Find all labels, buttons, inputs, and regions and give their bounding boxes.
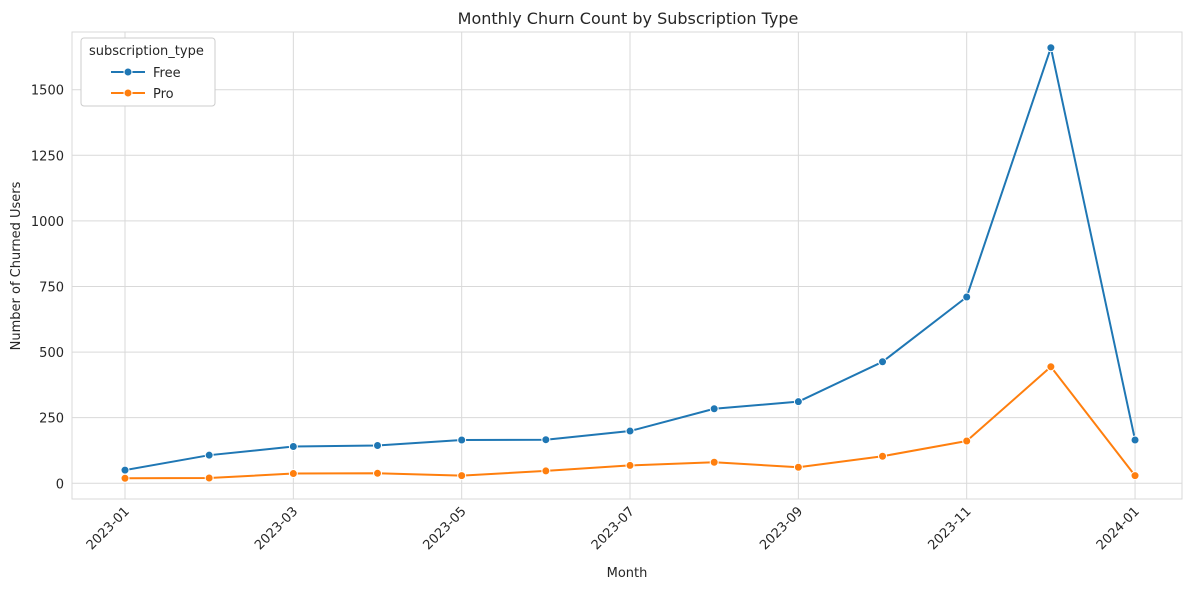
x-tick-label: 2023-09 [757,504,806,553]
data-point-pro [962,436,972,446]
x-tick-label: 2023-07 [589,504,638,553]
data-point-pro [288,469,298,479]
data-point-pro [373,468,383,478]
y-tick-label: 1000 [31,215,64,230]
legend-label-free: Free [153,66,181,81]
chart-title: Monthly Churn Count by Subscription Type [458,9,799,28]
data-point-free [373,440,383,450]
legend-item-pro: Pro [111,87,174,102]
y-tick-label: 750 [39,280,64,295]
y-tick-labels: 0 250 500 750 1000 1250 1500 [31,84,64,493]
x-axis-label: Month [607,566,648,581]
data-point-pro [625,460,635,470]
data-point-free [793,397,803,407]
legend-item-free: Free [111,66,181,81]
data-point-free [1130,435,1140,445]
data-point-pro [204,473,214,483]
data-point-pro [709,457,719,467]
data-point-free [709,404,719,414]
legend-title: subscription_type [89,44,204,59]
data-point-pro [120,473,130,483]
data-point-pro [1046,362,1056,372]
legend-label-pro: Pro [153,87,174,102]
plot-area [71,31,1183,500]
data-point-free [288,442,298,452]
data-point-pro [793,462,803,472]
y-axis-label: Number of Churned Users [9,181,24,350]
data-point-pro [878,451,888,461]
data-point-pro [457,471,467,481]
legend-marker-pro [123,88,133,98]
series-points [120,43,1140,483]
x-tick-label: 2023-01 [84,504,133,553]
data-point-pro [541,466,551,476]
data-point-free [457,435,467,445]
data-point-free [204,450,214,460]
data-point-free [1046,43,1056,53]
y-tick-label: 1250 [31,149,64,164]
y-tick-label: 0 [56,477,64,492]
legend-marker-free [123,67,133,77]
legend: subscription_type Free Pro [80,37,216,107]
data-point-free [625,426,635,436]
x-tick-label: 2023-03 [252,504,301,553]
x-tick-label: 2023-11 [926,504,975,553]
x-tick-labels: 2023-01 2023-03 2023-05 2023-07 2023-09 2023-… [84,504,1143,553]
y-tick-label: 1500 [31,84,64,99]
data-point-free [962,292,972,302]
data-point-free [878,357,888,367]
x-tick-label: 2024-01 [1094,504,1143,553]
x-grid [124,32,1136,499]
x-tick-label: 2023-05 [420,504,469,553]
y-grid [72,89,1182,484]
data-point-free [120,465,130,475]
legend-box [80,37,216,107]
y-tick-label: 500 [39,346,64,361]
y-tick-label: 250 [39,412,64,427]
data-point-pro [1130,471,1140,481]
data-point-free [541,435,551,445]
